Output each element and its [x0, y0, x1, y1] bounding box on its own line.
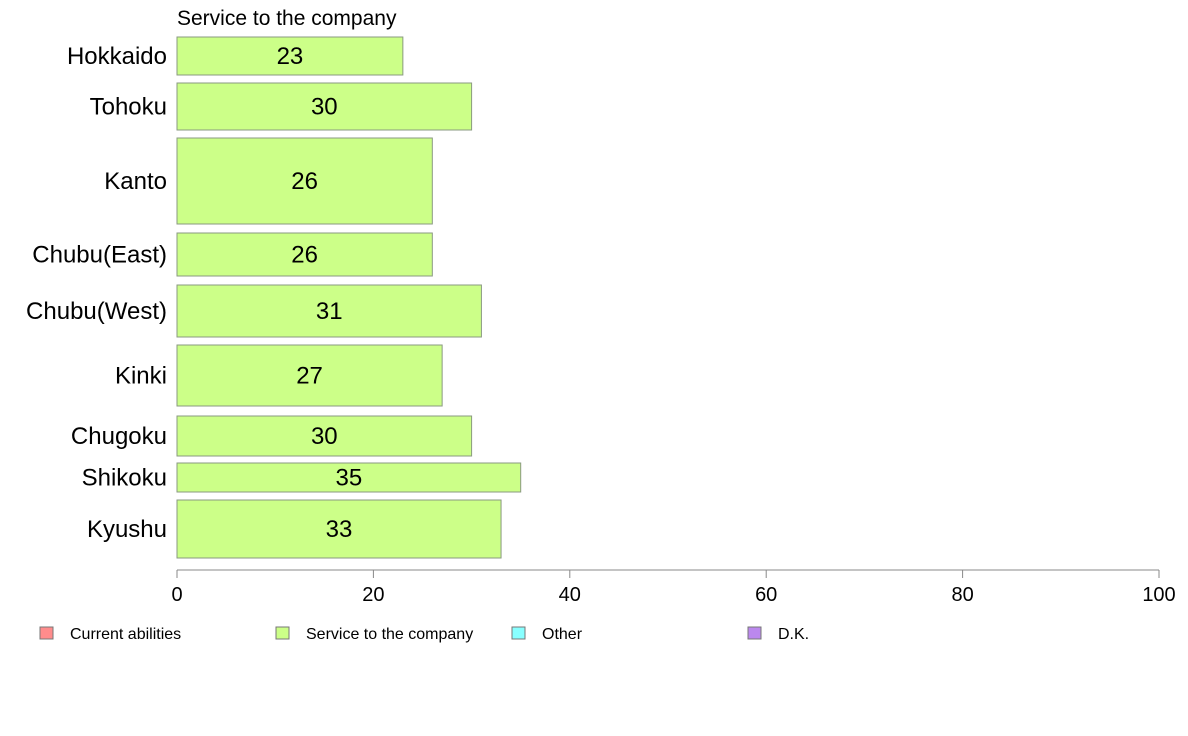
legend-label: D.K.: [778, 626, 809, 643]
bar-chubu-east-: [176, 232, 433, 277]
bar-chugoku: [176, 415, 473, 457]
legend-label: Current abilities: [70, 626, 181, 643]
bar-kinki: [176, 344, 443, 407]
x-tick-label: 80: [951, 584, 973, 606]
category-label: Hokkaido: [67, 43, 167, 70]
x-tick-label: 20: [362, 584, 384, 606]
x-tick-label: 60: [755, 584, 777, 606]
bars-group: 23 Hokkaido 30 Tohoku 26 Kanto 26 Chubu(East) 31…: [26, 36, 522, 559]
legend-label: Service to the company: [306, 626, 473, 643]
legend-label: Other: [542, 626, 583, 643]
data-label: 30: [311, 423, 338, 450]
bar-shikoku: [176, 462, 522, 493]
legend-swatch: [747, 626, 762, 640]
category-label: Kyushu: [87, 516, 167, 543]
legend: Current abilities Service to the company O…: [39, 626, 809, 643]
data-label: 27: [296, 363, 323, 390]
data-label: 31: [316, 298, 343, 325]
bar-hokkaido: [176, 36, 404, 76]
data-label: 23: [277, 43, 304, 70]
category-label: Chugoku: [71, 423, 167, 450]
x-tick-label: 40: [559, 584, 581, 606]
chart-title: Service to the company: [177, 7, 397, 30]
data-label: 26: [291, 168, 318, 195]
bar-tohoku: [176, 82, 473, 131]
legend-swatch: [511, 626, 526, 640]
category-label: Tohoku: [90, 94, 167, 121]
bar-chubu-west-: [176, 284, 482, 338]
category-label: Shikoku: [82, 465, 167, 492]
bar-kyushu: [176, 499, 502, 559]
category-label: Chubu(West): [26, 298, 167, 325]
bar-kanto: [176, 137, 433, 225]
category-label: Kanto: [104, 168, 167, 195]
legend-swatch: [275, 626, 290, 640]
data-label: 30: [311, 94, 338, 121]
data-label: 35: [335, 465, 362, 492]
legend-swatch: [39, 626, 54, 640]
x-tick-label: 100: [1142, 584, 1175, 606]
data-label: 33: [326, 516, 353, 543]
x-axis: 0 20 40 60 80 100: [171, 569, 1176, 606]
x-tick-label: 0: [171, 584, 182, 606]
data-label: 26: [291, 242, 318, 269]
category-label: Kinki: [115, 363, 167, 390]
category-label: Chubu(East): [32, 242, 167, 269]
